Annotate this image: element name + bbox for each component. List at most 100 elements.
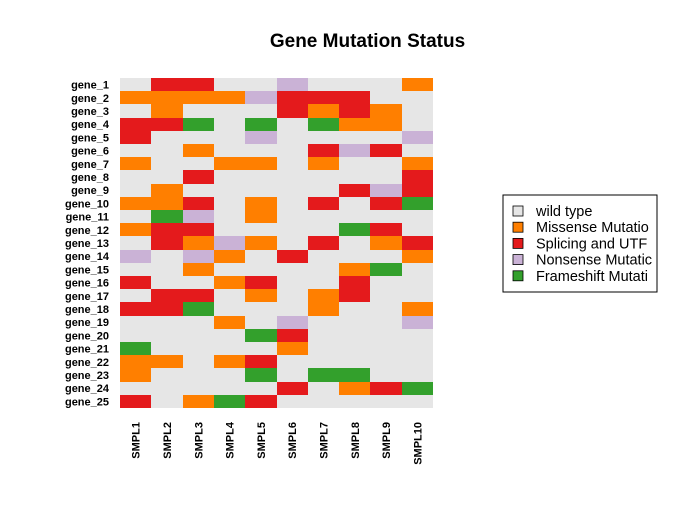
- cell-gene_10-SMPL7: [308, 197, 339, 210]
- cell-gene_14-SMPL1: [120, 250, 151, 263]
- cell-gene_6-SMPL10: [402, 144, 433, 157]
- cell-gene_13-SMPL2: [151, 236, 183, 250]
- cell-gene_1-SMPL4: [214, 78, 245, 91]
- cell-gene_16-SMPL10: [402, 276, 433, 289]
- cell-gene_24-SMPL7: [308, 382, 339, 395]
- cell-gene_9-SMPL6: [277, 184, 308, 197]
- cell-gene_7-SMPL2: [151, 157, 183, 170]
- cell-gene_22-SMPL3: [183, 355, 214, 368]
- cell-gene_1-SMPL6: [277, 78, 308, 91]
- cell-gene_19-SMPL5: [245, 316, 277, 329]
- cell-gene_22-SMPL10: [402, 355, 433, 368]
- cell-gene_11-SMPL1: [120, 210, 151, 223]
- cell-gene_19-SMPL10: [402, 316, 433, 329]
- cell-gene_20-SMPL7: [308, 329, 339, 342]
- heatmap-cells: [120, 78, 433, 408]
- row-label: gene_20: [65, 330, 109, 342]
- cell-gene_12-SMPL9: [370, 223, 402, 236]
- cell-gene_10-SMPL6: [277, 197, 308, 210]
- cell-gene_25-SMPL1: [120, 395, 151, 408]
- row-label: gene_23: [65, 370, 109, 382]
- cell-gene_17-SMPL9: [370, 289, 402, 302]
- cell-gene_17-SMPL3: [183, 289, 214, 302]
- cell-gene_2-SMPL8: [339, 91, 370, 104]
- cell-gene_3-SMPL4: [214, 104, 245, 118]
- row-label: gene_22: [65, 357, 109, 369]
- cell-gene_4-SMPL5: [245, 118, 277, 131]
- row-label: gene_25: [65, 396, 109, 408]
- cell-gene_16-SMPL8: [339, 276, 370, 289]
- cell-gene_18-SMPL1: [120, 302, 151, 316]
- cell-gene_5-SMPL2: [151, 131, 183, 144]
- cell-gene_18-SMPL3: [183, 302, 214, 316]
- cell-gene_15-SMPL8: [339, 263, 370, 276]
- cell-gene_3-SMPL6: [277, 104, 308, 118]
- cell-gene_15-SMPL6: [277, 263, 308, 276]
- cell-gene_8-SMPL2: [151, 170, 183, 184]
- cell-gene_7-SMPL8: [339, 157, 370, 170]
- cell-gene_14-SMPL5: [245, 250, 277, 263]
- cell-gene_11-SMPL3: [183, 210, 214, 223]
- cell-gene_11-SMPL10: [402, 210, 433, 223]
- cell-gene_19-SMPL7: [308, 316, 339, 329]
- column-label: SMPL7: [318, 422, 330, 459]
- cell-gene_12-SMPL2: [151, 223, 183, 236]
- cell-gene_2-SMPL5: [245, 91, 277, 104]
- row-label: gene_15: [65, 264, 109, 276]
- cell-gene_20-SMPL10: [402, 329, 433, 342]
- legend-label: Missense Mutatio: [536, 220, 649, 236]
- cell-gene_1-SMPL9: [370, 78, 402, 91]
- cell-gene_22-SMPL4: [214, 355, 245, 368]
- cell-gene_2-SMPL7: [308, 91, 339, 104]
- cell-gene_2-SMPL6: [277, 91, 308, 104]
- cell-gene_3-SMPL9: [370, 104, 402, 118]
- cell-gene_17-SMPL6: [277, 289, 308, 302]
- cell-gene_24-SMPL10: [402, 382, 433, 395]
- cell-gene_15-SMPL10: [402, 263, 433, 276]
- legend-swatch: [512, 237, 524, 249]
- cell-gene_17-SMPL8: [339, 289, 370, 302]
- legend-swatch: [512, 270, 524, 282]
- cell-gene_7-SMPL9: [370, 157, 402, 170]
- cell-gene_7-SMPL10: [402, 157, 433, 170]
- cell-gene_18-SMPL7: [308, 302, 339, 316]
- cell-gene_2-SMPL4: [214, 91, 245, 104]
- cell-gene_23-SMPL9: [370, 368, 402, 382]
- cell-gene_7-SMPL1: [120, 157, 151, 170]
- cell-gene_9-SMPL4: [214, 184, 245, 197]
- cell-gene_4-SMPL3: [183, 118, 214, 131]
- column-label: SMPL5: [256, 422, 268, 459]
- cell-gene_25-SMPL10: [402, 395, 433, 408]
- cell-gene_20-SMPL3: [183, 329, 214, 342]
- cell-gene_5-SMPL4: [214, 131, 245, 144]
- legend-swatch: [512, 205, 524, 217]
- cell-gene_12-SMPL6: [277, 223, 308, 236]
- cell-gene_10-SMPL4: [214, 197, 245, 210]
- cell-gene_22-SMPL6: [277, 355, 308, 368]
- row-label: gene_18: [65, 304, 109, 316]
- cell-gene_24-SMPL5: [245, 382, 277, 395]
- cell-gene_25-SMPL9: [370, 395, 402, 408]
- cell-gene_6-SMPL8: [339, 144, 370, 157]
- cell-gene_4-SMPL7: [308, 118, 339, 131]
- cell-gene_15-SMPL2: [151, 263, 183, 276]
- cell-gene_24-SMPL2: [151, 382, 183, 395]
- cell-gene_23-SMPL10: [402, 368, 433, 382]
- cell-gene_10-SMPL2: [151, 197, 183, 210]
- chart-title: Gene Mutation Status: [270, 31, 465, 52]
- cell-gene_18-SMPL6: [277, 302, 308, 316]
- cell-gene_10-SMPL9: [370, 197, 402, 210]
- cell-gene_8-SMPL7: [308, 170, 339, 184]
- cell-gene_16-SMPL7: [308, 276, 339, 289]
- row-label: gene_24: [65, 383, 110, 395]
- column-label: SMPL10: [412, 422, 424, 465]
- cell-gene_4-SMPL1: [120, 118, 151, 131]
- cell-gene_4-SMPL9: [370, 118, 402, 131]
- cell-gene_14-SMPL3: [183, 250, 214, 263]
- cell-gene_13-SMPL6: [277, 236, 308, 250]
- cell-gene_21-SMPL4: [214, 342, 245, 355]
- cell-gene_10-SMPL3: [183, 197, 214, 210]
- cell-gene_12-SMPL7: [308, 223, 339, 236]
- cell-gene_8-SMPL3: [183, 170, 214, 184]
- cell-gene_5-SMPL5: [245, 131, 277, 144]
